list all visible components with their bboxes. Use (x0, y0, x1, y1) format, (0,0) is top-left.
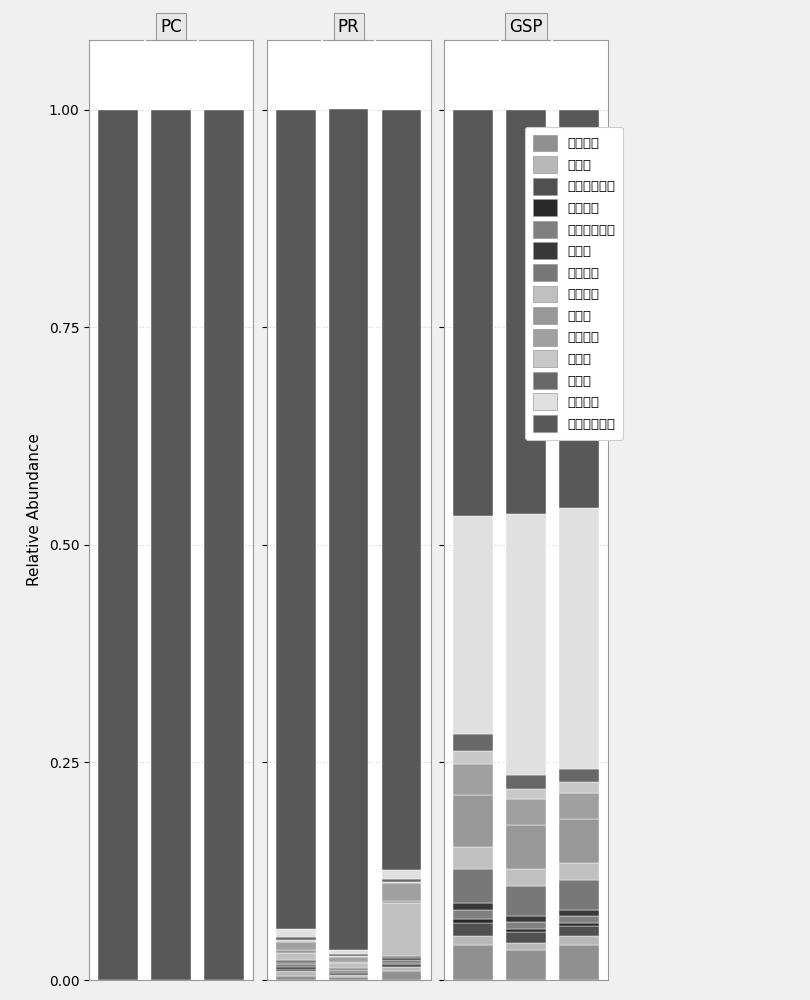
Bar (454, 919, 493, 923)
Bar (276, 950, 316, 953)
Bar (382, 879, 421, 882)
Bar (506, 869, 546, 886)
Bar (506, 799, 546, 825)
Bar (276, 976, 316, 980)
Bar (506, 922, 546, 929)
Bar (506, 929, 546, 932)
Bar (382, 882, 421, 883)
Bar (382, 964, 421, 967)
Bar (276, 953, 316, 960)
Title: PR: PR (338, 18, 360, 36)
Bar (329, 968, 369, 970)
Bar (559, 926, 599, 936)
Bar (382, 963, 421, 964)
Bar (382, 967, 421, 971)
Bar (506, 943, 546, 950)
Bar (382, 903, 421, 956)
Bar (506, 110, 546, 514)
Bar (276, 971, 316, 976)
Bar (329, 963, 369, 968)
Bar (276, 960, 316, 963)
Bar (454, 869, 493, 903)
Bar (276, 110, 316, 929)
Bar (204, 110, 244, 980)
Bar (329, 957, 369, 962)
Bar (506, 789, 546, 799)
Bar (454, 923, 493, 936)
Bar (506, 916, 546, 922)
Bar (382, 958, 421, 960)
Bar (559, 862, 599, 880)
Bar (559, 880, 599, 910)
Bar (329, 962, 369, 963)
Bar (276, 963, 316, 964)
Bar (276, 940, 316, 942)
Bar (382, 960, 421, 963)
Bar (559, 910, 599, 916)
Bar (151, 110, 191, 980)
Bar (454, 945, 493, 980)
Bar (382, 870, 421, 879)
Bar (382, 883, 421, 901)
Bar (559, 923, 599, 926)
Legend: 外担菌纲, 壳菌纲, 微球黑粉菌纲, 散囊菌纲, 亚纲目科未定, 銀耳纲, 圆盘菌纲, 锶舌菌纲, 未分类, 座囊菌纲, 盘菌纲, 伞菌纲, 糞壳菌纲, 双子叶: 外担菌纲, 壳菌纲, 微球黑粉菌纲, 散囊菌纲, 亚纲目科未定, 銀耳纲, 圆盘… (525, 127, 623, 440)
Bar (506, 886, 546, 916)
Bar (454, 751, 493, 764)
Bar (559, 819, 599, 862)
Bar (329, 977, 369, 980)
Y-axis label: Relative Abundance: Relative Abundance (27, 434, 41, 586)
Bar (329, 109, 369, 950)
Bar (506, 932, 546, 943)
Bar (454, 910, 493, 919)
Title: PC: PC (160, 18, 182, 36)
Bar (276, 942, 316, 950)
Bar (329, 950, 369, 954)
Bar (559, 916, 599, 923)
Bar (559, 769, 599, 782)
Bar (382, 110, 421, 870)
Bar (559, 936, 599, 945)
Bar (276, 964, 316, 967)
Bar (559, 782, 599, 793)
Bar (454, 516, 493, 734)
Bar (454, 110, 493, 516)
Bar (276, 929, 316, 937)
Bar (559, 793, 599, 819)
Bar (454, 795, 493, 847)
Bar (454, 847, 493, 869)
Bar (382, 901, 421, 903)
Bar (98, 110, 138, 980)
Bar (506, 825, 546, 869)
Bar (276, 969, 316, 971)
Bar (329, 956, 369, 957)
Bar (382, 956, 421, 958)
Bar (454, 734, 493, 751)
Bar (329, 954, 369, 956)
Title: GSP: GSP (509, 18, 543, 36)
Bar (276, 937, 316, 940)
Bar (506, 950, 546, 980)
Bar (559, 508, 599, 769)
Bar (329, 973, 369, 975)
Bar (329, 970, 369, 972)
Bar (276, 967, 316, 969)
Bar (559, 110, 599, 508)
Bar (506, 514, 546, 775)
Bar (329, 975, 369, 977)
Bar (454, 903, 493, 910)
Bar (506, 775, 546, 789)
Bar (559, 945, 599, 980)
Bar (382, 971, 421, 980)
Bar (454, 936, 493, 945)
Bar (454, 764, 493, 795)
